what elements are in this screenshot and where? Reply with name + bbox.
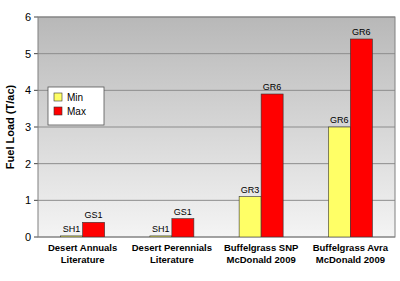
- bar-annotation: GS1: [174, 207, 192, 217]
- y-tick-label: 4: [25, 84, 31, 96]
- y-axis-label: Fuel Load (T/ac): [4, 84, 16, 169]
- y-tick: [34, 53, 38, 54]
- y-tick: [34, 127, 38, 128]
- x-tick-label-line: Buffelgrass Avra: [313, 242, 389, 253]
- y-tick-label: 3: [25, 121, 31, 133]
- bar-annotation: SH1: [152, 224, 170, 234]
- y-tick-label: 0: [25, 231, 31, 243]
- bar: [261, 94, 283, 237]
- bar: [328, 127, 350, 237]
- x-tick-label-line: Desert Perennials: [132, 242, 212, 253]
- bar: [350, 39, 372, 237]
- bar: [172, 219, 194, 237]
- bar-annotation: GR3: [241, 185, 260, 195]
- bar-annotations: SH1 SH1 GR3 GR6 GS1 GS1 GR6 GR6: [63, 27, 371, 234]
- y-tick-label: 2: [25, 158, 31, 170]
- y-tick: [34, 200, 38, 201]
- legend-box: [48, 87, 104, 125]
- x-tick-label: Desert AnnualsLiterature: [48, 242, 117, 265]
- bar: [239, 197, 261, 237]
- bar-annotation: GR6: [352, 27, 371, 37]
- legend-label: Max: [67, 106, 86, 117]
- x-tick-label: Desert PerennialsLiterature: [132, 242, 212, 265]
- y-tick-label: 6: [25, 11, 31, 23]
- x-tick-label: Buffelgrass AvraMcDonald 2009: [313, 242, 389, 265]
- x-tick-label-line: McDonald 2009: [227, 254, 296, 265]
- y-tick: [34, 90, 38, 91]
- bar: [83, 222, 105, 237]
- grid-line: [38, 53, 395, 54]
- bar-annotation: SH1: [63, 224, 81, 234]
- legend-swatch: [54, 107, 62, 115]
- bar: [150, 236, 172, 237]
- plot-frame: [38, 17, 395, 237]
- plot-background: [38, 17, 395, 237]
- y-tick: [34, 17, 38, 18]
- x-tick-label-line: Literature: [150, 254, 194, 265]
- bars: [61, 39, 373, 237]
- bar-annotation: GR6: [330, 115, 349, 125]
- x-tick-label-line: Literature: [61, 254, 105, 265]
- y-tick: [34, 237, 38, 238]
- chart-container: 0 1 2 3 4 5 6 Fuel Load (T/ac) SH1 SH1 GR3 GR6 GS1 GS…: [0, 0, 400, 281]
- y-tick: [34, 163, 38, 164]
- x-tick-label-line: Desert Annuals: [48, 242, 117, 253]
- bar: [61, 236, 83, 237]
- bar-annotation: GR6: [263, 82, 282, 92]
- chart-svg: 0 1 2 3 4 5 6 Fuel Load (T/ac) SH1 SH1 GR3 GR6 GS1 GS…: [0, 0, 400, 281]
- y-tick-label: 1: [25, 194, 31, 206]
- legend-swatch: [54, 93, 62, 101]
- legend: Min Max: [48, 87, 104, 125]
- x-tick-label-line: Buffelgrass SNP: [224, 242, 299, 253]
- y-tick-label: 5: [25, 48, 31, 60]
- bar-annotation: GS1: [85, 210, 103, 220]
- legend-label: Min: [67, 92, 83, 103]
- x-tick-label: Buffelgrass SNPMcDonald 2009: [224, 242, 299, 265]
- x-tick-label-line: McDonald 2009: [316, 254, 385, 265]
